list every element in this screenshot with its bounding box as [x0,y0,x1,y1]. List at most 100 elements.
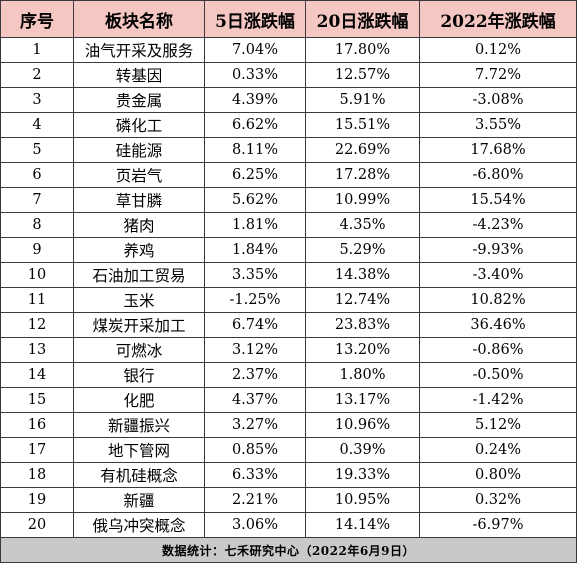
change-2022: 10.82% [419,287,577,313]
row-index: 6 [0,162,74,188]
change-5day: 7.04% [204,37,306,63]
table-row: 8 猪肉 1.81% 4.35% -4.23% [0,212,577,238]
table-row: 9 养鸡 1.84% 5.29% -9.93% [0,237,577,263]
change-20day: 13.20% [305,337,420,363]
sector-name: 玉米 [73,287,205,313]
table-row: 14 银行 2.37% 1.80% -0.50% [0,362,577,388]
sector-name: 猪肉 [73,212,205,238]
table-row: 1 油气开采及服务 7.04% 17.80% 0.12% [0,37,577,63]
change-2022: -0.86% [419,337,577,363]
row-index: 18 [0,462,74,488]
table-row: 18 有机硅概念 6.33% 19.33% 0.80% [0,462,577,488]
table-row: 15 化肥 4.37% 13.17% -1.42% [0,387,577,413]
change-5day: 1.84% [204,237,306,263]
row-index: 19 [0,487,74,513]
row-index: 9 [0,237,74,263]
change-2022: 36.46% [419,312,577,338]
change-5day: 3.27% [204,412,306,438]
change-5day: 6.62% [204,112,306,138]
header-5day-change: 5日涨跌幅 [204,0,306,38]
sector-name: 硅能源 [73,137,205,163]
sector-name: 页岩气 [73,162,205,188]
change-5day: 6.25% [204,162,306,188]
table-row: 3 贵金属 4.39% 5.91% -3.08% [0,87,577,113]
sector-name: 新疆 [73,487,205,513]
change-2022: -0.50% [419,362,577,388]
change-2022: -9.93% [419,237,577,263]
change-20day: 10.95% [305,487,420,513]
change-5day: 3.35% [204,262,306,288]
sector-name: 银行 [73,362,205,388]
change-2022: 0.12% [419,37,577,63]
sector-name: 磷化工 [73,112,205,138]
table-row: 4 磷化工 6.62% 15.51% 3.55% [0,112,577,138]
table-row: 7 草甘膦 5.62% 10.99% 15.54% [0,187,577,213]
header-2022-change: 2022年涨跌幅 [419,0,577,38]
sector-name: 贵金属 [73,87,205,113]
change-2022: 0.80% [419,462,577,488]
table-body: 1 油气开采及服务 7.04% 17.80% 0.12% 2 转基因 0.33% 12.57% 7… [0,37,577,538]
table-row: 20 俄乌冲突概念 3.06% 14.14% -6.97% [0,512,577,538]
sector-name: 草甘膦 [73,187,205,213]
change-5day: 6.33% [204,462,306,488]
table-row: 6 页岩气 6.25% 17.28% -6.80% [0,162,577,188]
sector-name: 转基因 [73,62,205,88]
change-2022: -4.23% [419,212,577,238]
row-index: 5 [0,137,74,163]
row-index: 10 [0,262,74,288]
change-20day: 22.69% [305,137,420,163]
change-20day: 12.74% [305,287,420,313]
change-20day: 10.99% [305,187,420,213]
change-20day: 14.38% [305,262,420,288]
table-row: 2 转基因 0.33% 12.57% 7.72% [0,62,577,88]
change-20day: 1.80% [305,362,420,388]
row-index: 20 [0,512,74,538]
change-2022: 5.12% [419,412,577,438]
row-index: 2 [0,62,74,88]
change-2022: 0.24% [419,437,577,463]
sector-name: 可燃冰 [73,337,205,363]
change-20day: 14.14% [305,512,420,538]
change-2022: -6.80% [419,162,577,188]
row-index: 14 [0,362,74,388]
row-index: 15 [0,387,74,413]
change-5day: 8.11% [204,137,306,163]
change-5day: 3.06% [204,512,306,538]
row-index: 1 [0,37,74,63]
change-20day: 19.33% [305,462,420,488]
change-2022: 0.32% [419,487,577,513]
sector-name: 油气开采及服务 [73,37,205,63]
sector-name: 煤炭开采加工 [73,312,205,338]
sector-name: 石油加工贸易 [73,262,205,288]
row-index: 11 [0,287,74,313]
change-5day: 2.37% [204,362,306,388]
change-20day: 17.28% [305,162,420,188]
change-5day: 1.81% [204,212,306,238]
table-row: 16 新疆振兴 3.27% 10.96% 5.12% [0,412,577,438]
sector-name: 新疆振兴 [73,412,205,438]
change-20day: 13.17% [305,387,420,413]
row-index: 3 [0,87,74,113]
change-20day: 0.39% [305,437,420,463]
change-20day: 5.29% [305,237,420,263]
row-index: 17 [0,437,74,463]
table-row: 17 地下管网 0.85% 0.39% 0.24% [0,437,577,463]
table-row: 19 新疆 2.21% 10.95% 0.32% [0,487,577,513]
change-20day: 10.96% [305,412,420,438]
table-row: 5 硅能源 8.11% 22.69% 17.68% [0,137,577,163]
change-2022: -3.08% [419,87,577,113]
change-5day: 6.74% [204,312,306,338]
change-2022: 7.72% [419,62,577,88]
change-2022: 17.68% [419,137,577,163]
footer-row: 数据统计：七禾研究中心（2022年6月9日） [0,537,577,563]
table-row: 10 石油加工贸易 3.35% 14.38% -3.40% [0,262,577,288]
table-row: 12 煤炭开采加工 6.74% 23.83% 36.46% [0,312,577,338]
sector-name: 养鸡 [73,237,205,263]
header-sector-name: 板块名称 [73,0,205,38]
header-row: 序号 板块名称 5日涨跌幅 20日涨跌幅 2022年涨跌幅 [0,0,577,38]
change-2022: 3.55% [419,112,577,138]
change-2022: 15.54% [419,187,577,213]
change-5day: 0.85% [204,437,306,463]
row-index: 13 [0,337,74,363]
change-20day: 23.83% [305,312,420,338]
